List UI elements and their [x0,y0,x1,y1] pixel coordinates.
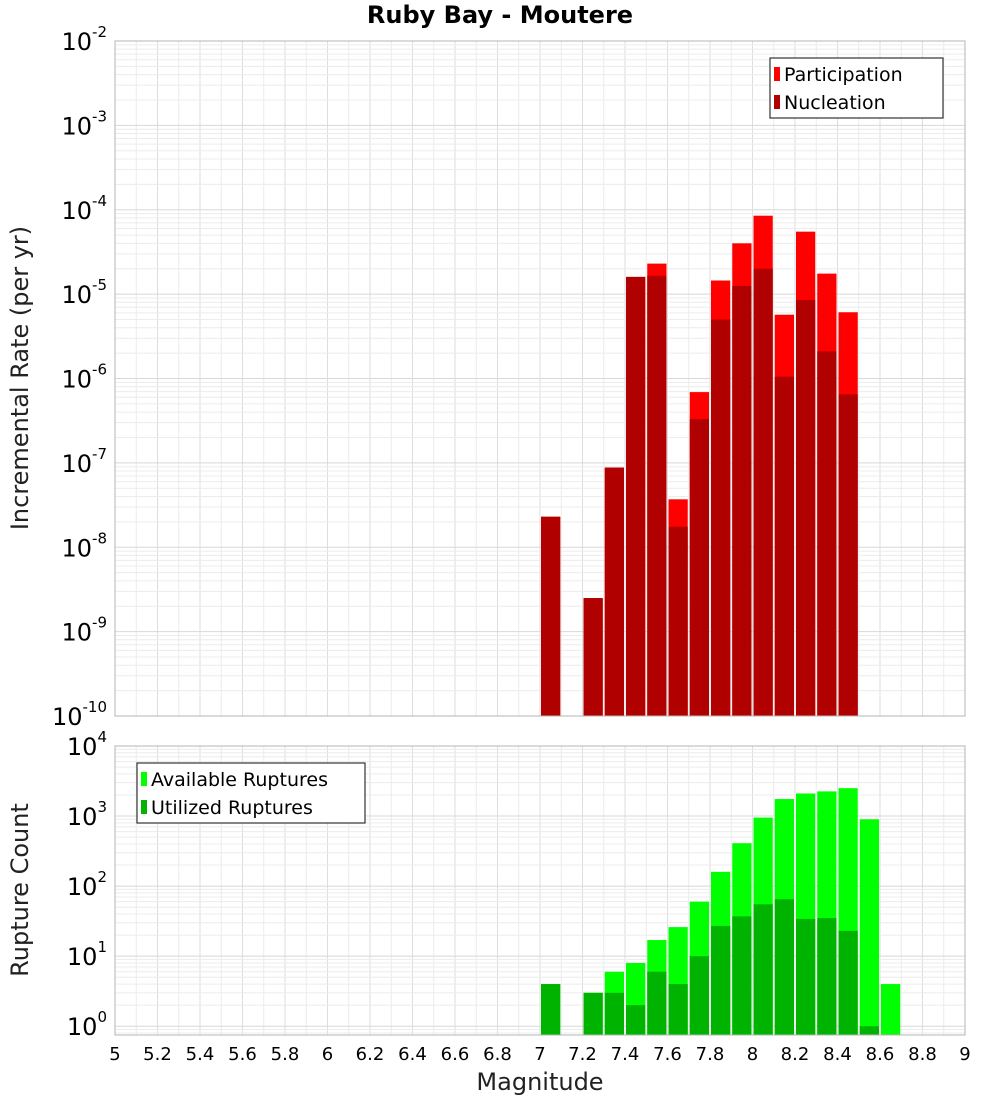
x-tick-label: 5.2 [143,1044,172,1065]
x-tick-label: 6.2 [356,1044,385,1065]
legend-swatch [141,800,147,814]
bar-utilized-ruptures [774,899,794,1035]
bar-nucleation [626,276,646,716]
bar-nucleation [753,268,773,716]
y-axis-label: Rupture Count [6,803,34,977]
x-tick-label: 9 [959,1044,970,1065]
legend: Participation Nucleation [769,57,944,119]
bar-nucleation [838,394,858,716]
x-tick-label: 5 [109,1044,120,1065]
x-tick-label: 8.6 [866,1044,895,1065]
bar-nucleation [604,467,624,716]
x-tick-label: 6.4 [398,1044,427,1065]
bar-utilized-ruptures [604,992,624,1035]
bar-utilized-ruptures [817,918,837,1035]
x-tick-label: 5.4 [186,1044,215,1065]
bar-utilized-ruptures [753,904,773,1035]
legend-swatch [774,67,780,81]
y-tick-label: 10-6 [61,361,107,394]
legend-label: Available Ruptures [151,769,328,791]
bar-nucleation [711,319,731,716]
bar-utilized-ruptures [859,1026,879,1035]
bar-nucleation [732,285,752,716]
rate-panel: 10-10 10-9 10-8 10-7 10-6 10-5 10-4 10-3 10-2 Inc… [6,23,966,731]
bar-utilized-ruptures [711,925,731,1035]
legend-box [769,57,944,119]
plot-frame [114,745,966,1036]
y-tick-label: 10-7 [61,445,107,478]
x-tick-labels: 5 5.2 5.4 5.6 5.8 6 6.2 6.4 6.6 6.8 7 7.2 7.4 7.6 7.8 8… [109,1044,970,1065]
bar-nucleation [796,300,816,716]
y-tick-label: 10-9 [61,614,107,647]
legend-swatch [774,95,780,109]
bar-available-ruptures [881,984,901,1035]
y-tick-label: 10-10 [52,698,107,731]
bar-nucleation [647,275,667,716]
bar-nucleation [817,351,837,716]
bar-utilized-ruptures [796,918,816,1035]
count-panel: 100 101 102 103 104 Rupture Count 5 5.2 5.4 5.6 5.… [6,728,971,1065]
y-tick-label: 101 [67,938,107,971]
y-tick-label: 10-3 [61,107,107,140]
y-axis-label: Incremental Rate (per yr) [6,226,34,530]
bars [541,788,901,1035]
chart-title: Ruby Bay - Moutere [367,1,633,29]
x-tick-label: 6.6 [441,1044,470,1065]
x-tick-label: 7.4 [611,1044,640,1065]
y-tick-label: 102 [67,868,107,901]
x-axis-label: Magnitude [476,1068,603,1096]
bar-nucleation [774,376,794,716]
bar-utilized-ruptures [647,971,667,1035]
bar-utilized-ruptures [626,1005,646,1035]
x-tick-label: 7.6 [653,1044,682,1065]
x-tick-label: 7 [534,1044,545,1065]
bar-nucleation [541,516,561,716]
x-tick-label: 6.8 [483,1044,512,1065]
y-tick-label: 10-2 [61,23,107,56]
y-tick-label: 10-8 [61,529,107,562]
legend-box [136,762,366,824]
x-tick-label: 5.6 [228,1044,257,1065]
legend-swatch [141,772,147,786]
bar-nucleation [668,526,688,716]
bar-utilized-ruptures [732,916,752,1035]
y-tick-labels: 100 101 102 103 104 [67,728,107,1041]
bar-utilized-ruptures [583,992,603,1035]
x-tick-label: 7.8 [696,1044,725,1065]
x-tick-label: 7.2 [568,1044,597,1065]
bar-available-ruptures [859,819,879,1035]
legend-label: Nucleation [784,92,886,114]
y-tick-label: 100 [67,1008,107,1041]
bar-utilized-ruptures [689,956,709,1035]
y-tick-label: 103 [67,798,107,831]
legend: Available Ruptures Utilized Ruptures [136,762,366,824]
legend-label: Utilized Ruptures [151,797,313,819]
x-tick-label: 8.8 [908,1044,937,1065]
plot-frame [114,40,966,717]
bars [541,215,858,717]
x-tick-label: 6 [322,1044,333,1065]
y-tick-label: 10-4 [61,192,107,225]
legend-label: Participation [784,64,903,86]
x-tick-label: 8.4 [823,1044,852,1065]
bar-utilized-ruptures [668,984,688,1035]
y-tick-label: 10-5 [61,276,107,309]
y-tick-label: 104 [67,728,107,761]
x-tick-label: 5.8 [271,1044,300,1065]
x-tick-label: 8 [747,1044,758,1065]
bar-nucleation [583,598,603,716]
x-tick-label: 8.2 [781,1044,810,1065]
y-tick-labels: 10-10 10-9 10-8 10-7 10-6 10-5 10-4 10-3 10-2 [52,23,107,731]
bar-utilized-ruptures [541,984,561,1035]
bar-utilized-ruptures [838,930,858,1035]
grid-lines [114,40,966,717]
bar-nucleation [689,419,709,716]
